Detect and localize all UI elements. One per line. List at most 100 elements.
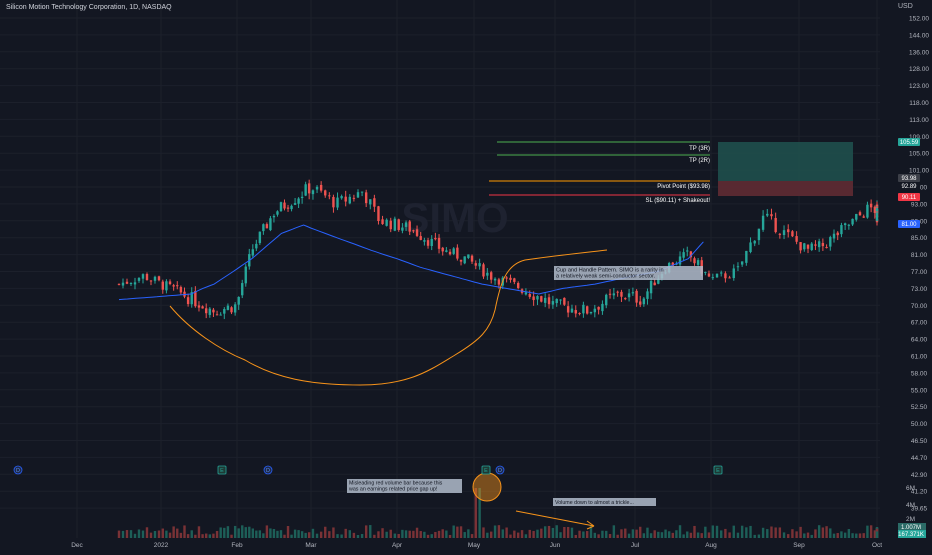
volume-bar	[707, 532, 711, 538]
volume-bar	[566, 526, 570, 538]
volume-bar	[753, 534, 756, 538]
candle-body	[832, 233, 836, 239]
price-axis[interactable]: 152.00 144.00 136.00 128.00 123.00 118.00 113.…	[909, 16, 929, 513]
candle-body	[532, 296, 535, 301]
candle-body	[456, 247, 459, 259]
volume-bar	[689, 532, 693, 538]
candle-body	[426, 240, 430, 246]
dividend-marker-icon[interactable]	[495, 465, 505, 475]
volume-bar	[875, 531, 879, 538]
candle-body	[493, 278, 497, 281]
earnings-note-box[interactable]	[347, 479, 462, 493]
candle-body	[194, 290, 197, 307]
candle-body	[244, 266, 247, 284]
candle-body	[121, 282, 125, 286]
candle-body	[589, 311, 593, 314]
candle-body	[401, 227, 404, 231]
symbol-watermark: SIMO	[401, 194, 508, 241]
symbol-title[interactable]: Silicon Motion Technology Corporation, 1…	[6, 4, 172, 11]
volume-bar	[328, 531, 331, 538]
candle-body	[408, 221, 411, 232]
volume-bar	[197, 526, 201, 538]
candle-body	[293, 203, 297, 205]
price-tick-label: 144.00	[909, 32, 929, 39]
tp-2r-label: TP (2R)	[689, 158, 710, 164]
candle-body	[251, 249, 255, 256]
candle-body	[149, 280, 153, 282]
candle-body	[686, 250, 689, 252]
dividend-marker-icon[interactable]	[13, 465, 23, 475]
volume-bar	[141, 530, 145, 538]
volume-tag-label: 1.007M	[901, 525, 921, 531]
price-tag-label: 105.59	[900, 140, 919, 146]
candle-body	[262, 224, 265, 232]
volume-bar	[336, 534, 339, 538]
volume-bar	[869, 525, 873, 538]
volume-bar	[766, 529, 769, 538]
candle-body	[157, 276, 161, 281]
volume-bar	[711, 525, 715, 538]
volume-bar	[315, 533, 319, 538]
sl-label: SL ($90.11) + Shakeout!	[645, 198, 710, 204]
volume-tick-label: 4M	[906, 502, 915, 509]
volume-bar	[265, 525, 269, 538]
candle-body	[862, 216, 865, 218]
earnings-marker-icon[interactable]	[713, 465, 723, 475]
candle-body	[434, 237, 437, 240]
candle-body	[847, 224, 851, 226]
volume-bar	[251, 528, 255, 538]
price-tick-label: 128.00	[909, 66, 929, 73]
candle-body	[286, 207, 290, 209]
volume-bar	[153, 530, 157, 538]
volume-bar	[513, 530, 516, 538]
volume-bars	[117, 487, 879, 538]
time-axis[interactable]: Dec 2022 Feb Mar Apr May Jun Jul Aug Sep Oct	[71, 542, 882, 549]
price-tick-label: 50.00	[911, 421, 928, 428]
candle-body	[855, 213, 858, 220]
volume-bar	[369, 525, 372, 538]
candle-body	[875, 213, 879, 221]
price-tag-take-profit-3r	[898, 138, 920, 146]
candle-body	[348, 196, 352, 204]
dividend-marker-icon[interactable]	[263, 465, 273, 475]
earnings-marker-icon[interactable]	[481, 465, 491, 475]
candle-body	[463, 256, 466, 264]
volume-bar	[715, 525, 719, 538]
volume-bar	[516, 532, 520, 538]
volume-bar	[401, 529, 404, 538]
cup-handle-note-box[interactable]	[554, 266, 703, 280]
candle-body	[728, 277, 731, 279]
candle-body	[547, 297, 551, 305]
volume-bar	[639, 526, 642, 538]
volume-bar	[215, 530, 219, 538]
candle-body	[608, 293, 612, 295]
time-tick-label: 2022	[154, 542, 169, 549]
volume-bar	[782, 532, 786, 538]
candle-body	[753, 240, 756, 244]
volume-tick-label: 6M	[906, 485, 915, 492]
cup-handle-note-line2: a relatively weak semi-conductor sector.	[556, 274, 656, 280]
candle-body	[866, 204, 869, 218]
candle-body	[582, 304, 585, 314]
volume-bar	[547, 525, 551, 538]
candle-body	[653, 282, 656, 286]
candle-body	[283, 202, 286, 209]
price-tick-label: 67.00	[911, 320, 928, 327]
volume-bar	[286, 525, 290, 538]
candle-body	[570, 308, 574, 313]
event-marker-label: D	[16, 468, 20, 474]
volume-note-box[interactable]	[553, 498, 656, 506]
price-tick-label: 85.00	[911, 235, 928, 242]
volume-bar	[490, 531, 493, 538]
event-marker-label: E	[716, 468, 720, 474]
candle-body	[566, 306, 570, 313]
candle-body	[474, 263, 477, 266]
candle-body	[145, 273, 149, 281]
volume-bar	[608, 534, 612, 538]
moving-average-line	[118, 224, 704, 301]
volume-bar	[732, 525, 735, 538]
earnings-marker-icon[interactable]	[217, 465, 227, 475]
